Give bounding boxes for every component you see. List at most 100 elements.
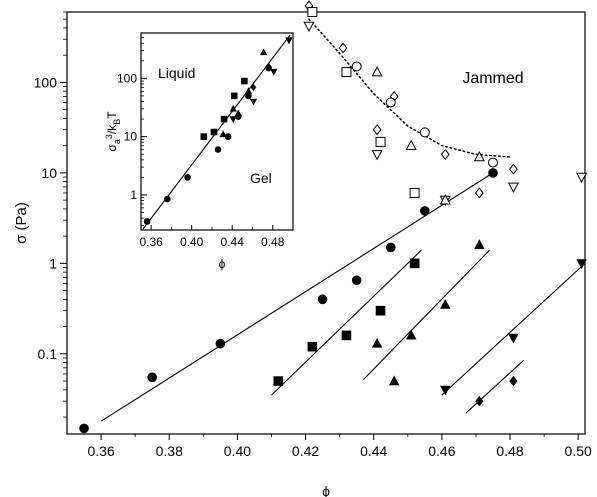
inset-y-axis-label: σa3/kBT [104, 111, 122, 152]
data-point-open-triangle-down [576, 172, 588, 184]
fit-line-5 [465, 359, 525, 414]
data-point-open-triangle-down [507, 182, 519, 193]
data-point-filled-triangle-up [474, 239, 485, 250]
data-point-open-diamond [474, 187, 484, 199]
data-point-open-diamond [338, 42, 348, 54]
data-point-open-triangle-up [439, 194, 451, 205]
data-point-filled-circle [215, 338, 226, 349]
inset-data-point-filled-circle [143, 218, 151, 225]
inset-data-point-filled-triangle-up [244, 87, 253, 95]
data-point-filled-circle [351, 275, 362, 286]
inset-y-tick-label: 1 [130, 188, 137, 202]
data-point-open-diamond [372, 124, 382, 136]
series-open-diamond [304, 0, 518, 199]
inset-y-label-part: a [112, 139, 122, 144]
series-open-square [307, 7, 420, 198]
data-point-filled-circle [488, 168, 498, 178]
data-point-open-diamond [440, 148, 450, 160]
inset-data-point-filled-circle [164, 195, 171, 203]
x-tick-label: 0.40 [224, 443, 251, 459]
inset-x-tick-label: 0.40 [180, 235, 204, 249]
data-point-filled-triangle-down [508, 333, 519, 344]
data-point-filled-circle [385, 242, 396, 253]
series-open-circle [351, 61, 498, 168]
inset-data-point-filled-triangle-down [285, 37, 293, 45]
fit-line-2 [271, 249, 422, 396]
data-point-open-square [307, 7, 318, 17]
y-tick-label: 10 [41, 165, 57, 181]
inset-data-point-filled-diamond [250, 83, 257, 92]
data-point-filled-triangle-up [440, 299, 451, 309]
inset-data-point-filled-triangle-down [270, 68, 278, 76]
data-point-open-square [409, 187, 420, 198]
inset-x-tick-label: 0.36 [139, 235, 163, 249]
data-point-filled-diamond [475, 395, 484, 407]
data-point-open-triangle-down [371, 150, 383, 161]
inset-series-filled-square [200, 77, 248, 140]
data-point-filled-circle [420, 206, 430, 216]
y-tick-label: 100 [34, 74, 58, 90]
data-point-filled-triangle-up [405, 329, 417, 340]
x-tick-label: 0.36 [87, 443, 114, 459]
inset-y-label-part: σ [105, 144, 119, 152]
jamming-boundary-curve [308, 18, 511, 158]
x-tick-label: 0.44 [360, 443, 387, 459]
inset-series-filled-circle [143, 64, 272, 225]
data-point-filled-square [409, 258, 420, 269]
inset-x-tick-label: 0.48 [261, 235, 285, 249]
data-point-open-square [341, 67, 352, 78]
data-point-filled-circle [79, 423, 89, 434]
data-point-filled-square [341, 330, 352, 341]
inset-y-label-part: /k [105, 124, 119, 134]
inset-series-filled-triangle-down [229, 37, 293, 124]
y-tick-label: 1 [49, 255, 57, 271]
x-tick-label: 0.48 [496, 443, 523, 459]
fit-line-4 [441, 262, 586, 396]
data-point-filled-triangle-up [388, 375, 400, 386]
inset-data-point-filled-diamond [265, 62, 272, 71]
data-point-open-circle [487, 157, 498, 168]
series-open-triangle-up [371, 66, 485, 205]
data-point-filled-triangle-down [576, 259, 587, 269]
inset-x-axis-label: ϕ [219, 257, 226, 271]
inset-data-point-filled-square [220, 115, 228, 123]
annotation-gel: Gel [250, 170, 272, 186]
x-tick-label: 0.42 [292, 443, 319, 459]
inset-y-tick-label: 10 [124, 130, 138, 144]
x-tick-label: 0.38 [156, 443, 183, 459]
inset-data-point-filled-triangle-up [259, 48, 268, 56]
x-axis-label: ϕ [322, 483, 330, 497]
data-point-filled-circle [317, 294, 328, 305]
inset-plot: 0.36 0.40 0.44 0.48 1 10 100 ϕ σa3/kBT Liquid Gel [104, 32, 294, 271]
data-point-filled-square [307, 341, 318, 352]
inset-data-point-filled-triangle-down [249, 98, 258, 106]
data-point-open-square [375, 136, 386, 147]
inset-data-point-filled-triangle-up [234, 109, 242, 117]
series-filled-diamond [475, 375, 518, 407]
x-tick-label: 0.50 [565, 443, 592, 459]
main-plot-frame [66, 11, 586, 435]
inset-series-filled-triangle-up [219, 48, 268, 138]
data-point-filled-triangle-down [440, 385, 451, 396]
inset-y-label-part: T [105, 111, 119, 119]
series-filled-triangle-down [440, 259, 587, 396]
inset-data-point-filled-triangle-up [219, 130, 227, 138]
annotation-jammed: Jammed [462, 70, 523, 87]
data-point-filled-circle [147, 372, 157, 383]
data-point-open-diamond [509, 163, 518, 175]
series-filled-circle [79, 168, 498, 434]
y-tick-label: 0.1 [38, 346, 58, 362]
inset-data-point-filled-triangle-up [229, 104, 237, 112]
data-point-filled-square [375, 305, 386, 316]
inset-x-tick-label: 0.44 [221, 235, 245, 249]
data-point-open-circle [351, 61, 362, 72]
data-point-filled-square [273, 376, 284, 386]
x-tick-label: 0.46 [428, 443, 455, 459]
inset-data-point-filled-triangle-down [229, 116, 237, 124]
data-point-open-circle [419, 127, 430, 138]
inset-data-point-filled-square [200, 133, 208, 140]
inset-data-point-filled-square [241, 77, 248, 85]
data-point-open-triangle-down [303, 21, 315, 33]
fit-line-3 [363, 249, 490, 380]
